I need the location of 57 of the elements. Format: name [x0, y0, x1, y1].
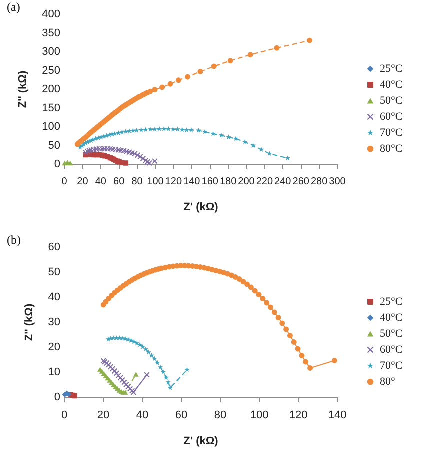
y-tick-label: 350: [42, 27, 60, 40]
x-tick-label: 80: [214, 410, 227, 422]
x-tick-label: 80: [132, 176, 144, 188]
x-tick-label: 240: [274, 176, 292, 188]
x-tick-label: 100: [147, 176, 164, 188]
x-tick-label: 300: [329, 176, 346, 188]
y-axis-title: Z'' (kΩ): [17, 70, 30, 108]
x-tick-label: 260: [292, 176, 310, 188]
y-tick-label: 400: [42, 8, 60, 20]
x-tick-label: 200: [238, 176, 256, 188]
y-tick-label: 10: [48, 366, 60, 378]
legend-label: 60°C: [380, 111, 403, 123]
legend-label: 80°C: [380, 143, 403, 155]
legend-label: 40°C: [380, 312, 403, 324]
y-axis-title: Z'' (kΩ): [23, 304, 36, 342]
x-tick-label: 280: [310, 176, 328, 188]
y-tick-label: 200: [42, 84, 60, 96]
y-tick-label: 60: [48, 242, 60, 254]
x-tick-label: 100: [250, 410, 269, 422]
chart-title: (a): [7, 0, 20, 14]
legend-label: 70°C: [380, 360, 403, 372]
legend-label: 70°C: [380, 127, 403, 139]
x-tick-label: 20: [97, 410, 110, 422]
y-tick-label: 40: [48, 292, 60, 304]
legend-label: 80°: [380, 376, 396, 388]
legend-label: 50°C: [380, 95, 403, 107]
x-tick-label: 180: [220, 176, 238, 188]
x-tick-label: 60: [114, 176, 126, 188]
legend-label: 25°C: [380, 296, 403, 308]
x-tick-label: 140: [184, 176, 201, 188]
x-tick-label: 220: [256, 176, 274, 188]
y-tick-label: 30: [48, 316, 60, 328]
x-tick-label: 120: [289, 410, 308, 422]
x-tick-label: 40: [136, 410, 149, 422]
y-tick-label: 0: [54, 158, 60, 170]
y-tick-label: 250: [42, 64, 60, 77]
y-tick-label: 300: [42, 46, 60, 58]
x-tick-label: 160: [202, 176, 219, 188]
y-tick-label: 50: [48, 140, 60, 152]
x-tick-label: 140: [328, 410, 347, 422]
x-tick-label: 20: [77, 176, 89, 188]
legend-label: 40°C: [380, 79, 403, 91]
legend-label: 60°C: [380, 344, 403, 356]
y-tick-label: 50: [48, 266, 60, 278]
y-tick-label: 150: [42, 102, 60, 114]
x-tick-label: 0: [62, 176, 68, 188]
y-tick-label: 20: [48, 342, 60, 354]
x-tick-label: 40: [95, 176, 107, 188]
legend-label: 50°C: [380, 328, 403, 340]
legend-label: 25°C: [380, 63, 403, 75]
x-tick-label: 120: [165, 176, 182, 188]
chart-title: (b): [7, 233, 21, 247]
x-axis-title: Z' (kΩ): [184, 436, 219, 448]
y-tick-label: 0: [54, 392, 60, 404]
y-tick-label: 100: [42, 121, 60, 133]
x-axis-title: Z' (kΩ): [184, 202, 219, 214]
x-tick-label: 60: [175, 410, 188, 422]
